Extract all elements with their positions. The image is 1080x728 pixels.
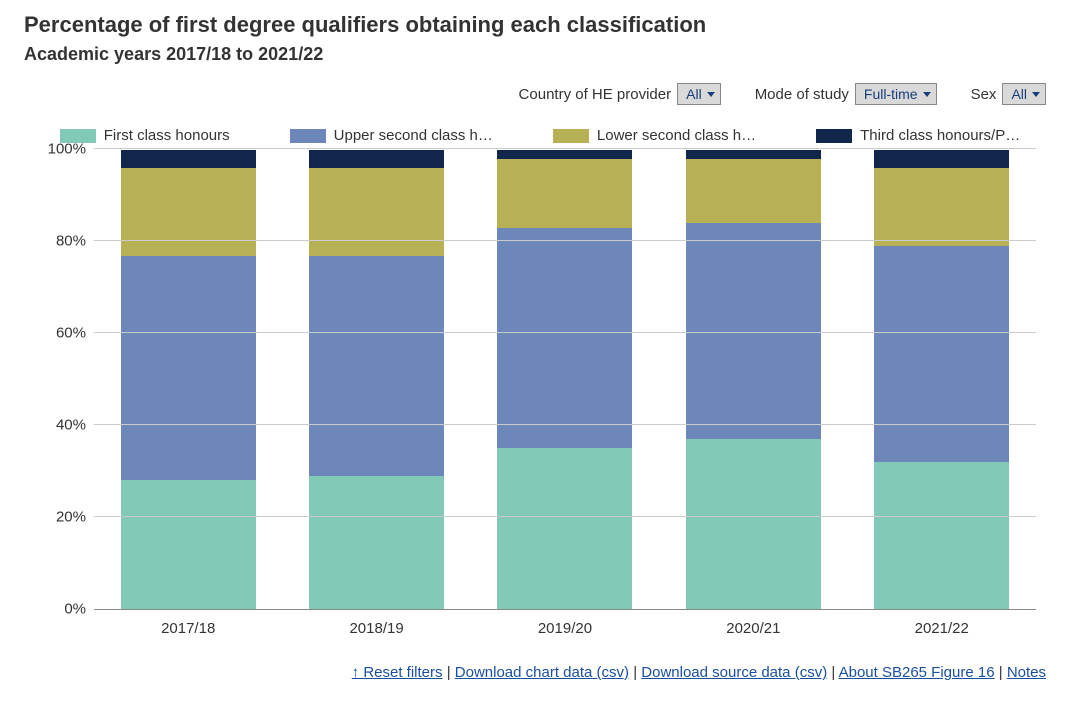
bar-column [874,150,1009,609]
legend-swatch [816,129,852,143]
bar-segment [874,462,1009,609]
legend-item: Lower second class h… [553,127,756,144]
legend-label: Third class honours/P… [860,127,1020,144]
plot-area: 0%20%40%60%80%100% [94,150,1036,610]
footer-links: ↑ Reset filters | Download chart data (c… [24,664,1056,681]
bar-segment [121,150,256,168]
bars-container [94,150,1036,609]
notes-link[interactable]: Notes [1007,664,1046,681]
filter-bar: Country of HE provider All Mode of study… [24,83,1056,105]
bar-column [497,150,632,609]
x-axis: 2017/18 2018/19 2019/20 2020/21 2021/22 [94,620,1036,637]
y-axis-label: 60% [38,325,86,342]
bar-segment [497,228,632,448]
x-axis-label: 2021/22 [874,620,1009,637]
filter-mode-label: Mode of study [755,86,849,103]
bar-segment [309,150,444,168]
y-axis-label: 20% [38,509,86,526]
legend: First class honours Upper second class h…… [24,127,1056,144]
chart-area: 0%20%40%60%80%100% 2017/18 2018/19 2019/20… [24,150,1056,650]
bar-segment [121,168,256,255]
y-axis-label: 40% [38,417,86,434]
bar-segment [121,480,256,609]
legend-label: First class honours [104,127,230,144]
legend-swatch [553,129,589,143]
gridline [94,424,1036,425]
x-axis-label: 2019/20 [497,620,632,637]
gridline [94,240,1036,241]
bar-segment [874,168,1009,246]
reset-filters-link[interactable]: ↑ Reset filters [352,664,443,681]
legend-item: Upper second class h… [290,127,493,144]
y-axis-label: 0% [38,601,86,618]
filter-country-label: Country of HE provider [519,86,672,103]
bar-segment [686,159,821,223]
bar-segment [686,439,821,609]
filter-mode-dropdown[interactable]: Full-time [855,83,937,105]
bar-segment [309,476,444,609]
bar-segment [497,448,632,609]
download-source-link[interactable]: Download source data (csv) [641,664,827,681]
bar-segment [497,150,632,159]
bar-column [686,150,821,609]
x-axis-label: 2020/21 [686,620,821,637]
legend-swatch [290,129,326,143]
x-axis-label: 2018/19 [309,620,444,637]
bar-segment [121,256,256,481]
gridline [94,148,1036,149]
gridline [94,332,1036,333]
bar-segment [309,256,444,476]
about-link[interactable]: About SB265 Figure 16 [839,664,995,681]
download-chart-link[interactable]: Download chart data (csv) [455,664,629,681]
bar-segment [874,246,1009,462]
filter-country: Country of HE provider All [519,83,721,105]
bar-segment [309,168,444,255]
bar-segment [874,150,1009,168]
bar-column [121,150,256,609]
legend-item: Third class honours/P… [816,127,1020,144]
filter-sex-label: Sex [971,86,997,103]
filter-sex-dropdown[interactable]: All [1002,83,1046,105]
bar-segment [497,159,632,228]
legend-label: Upper second class h… [334,127,493,144]
y-axis-label: 100% [38,141,86,158]
y-axis-label: 80% [38,233,86,250]
x-axis-label: 2017/18 [121,620,256,637]
legend-label: Lower second class h… [597,127,756,144]
gridline [94,516,1036,517]
chart-subtitle: Academic years 2017/18 to 2021/22 [24,44,1056,65]
filter-mode: Mode of study Full-time [755,83,937,105]
bar-segment [686,150,821,159]
filter-sex: Sex All [971,83,1046,105]
chart-title: Percentage of first degree qualifiers ob… [24,12,1056,38]
filter-country-dropdown[interactable]: All [677,83,721,105]
bar-column [309,150,444,609]
